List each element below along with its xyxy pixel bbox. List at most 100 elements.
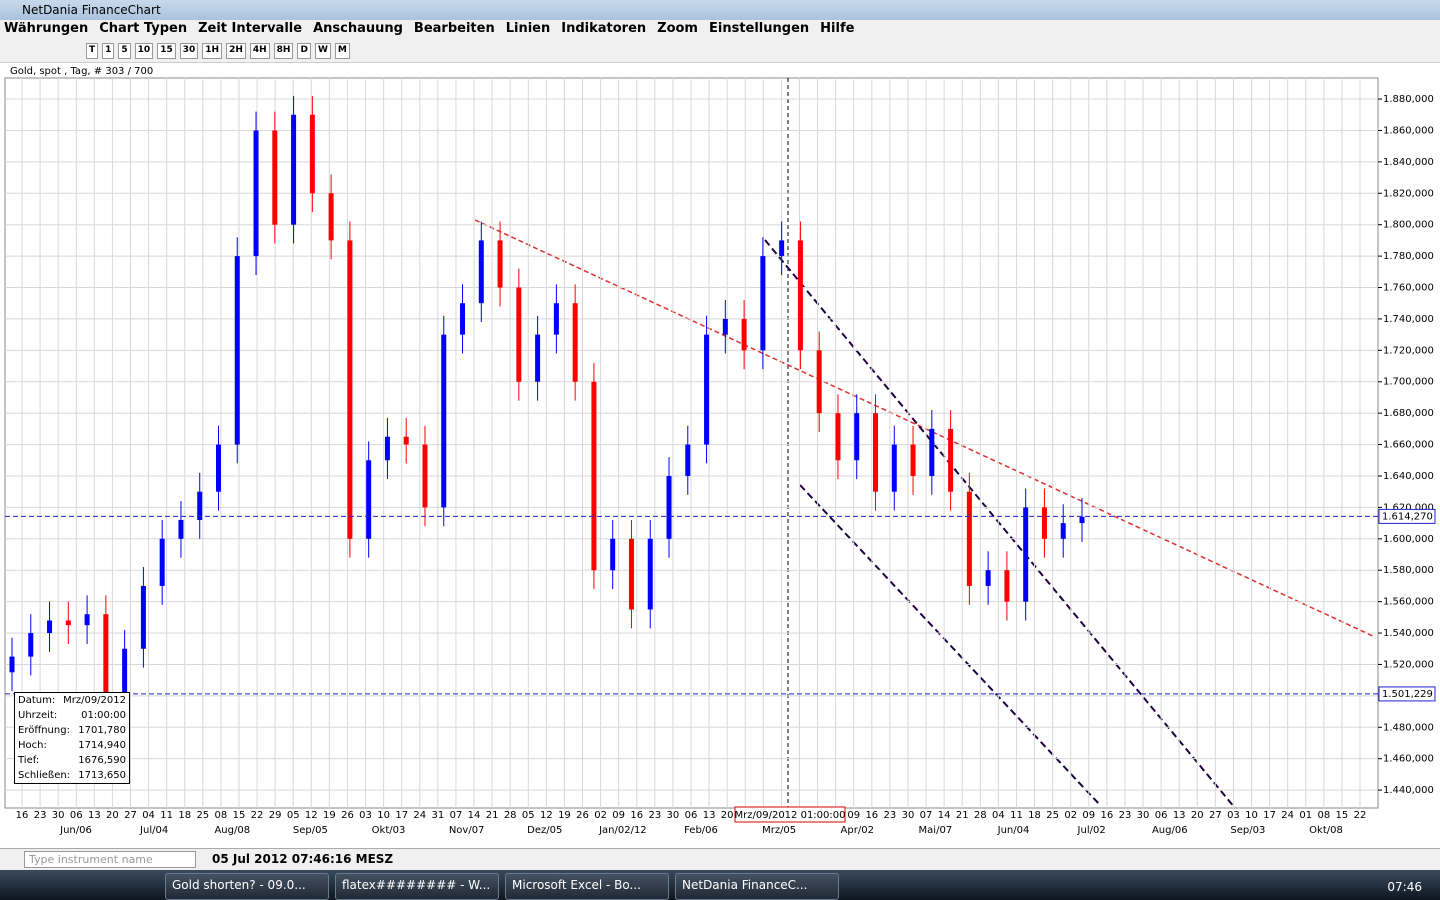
candle-body [47, 620, 53, 634]
menu-item[interactable]: Linien [505, 21, 551, 36]
candle-body [722, 318, 728, 335]
x-day-label: 10 [377, 810, 390, 821]
x-day-label: 22 [1354, 810, 1367, 821]
menu-item[interactable]: Bearbeiten [413, 21, 495, 36]
x-day-label: 30 [1137, 810, 1150, 821]
interval-button[interactable]: 10 [134, 43, 154, 59]
candle-body [441, 334, 447, 508]
x-day-label: 12 [540, 810, 553, 821]
info-row: Hoch: 1714,940 [15, 738, 129, 753]
candle-body [685, 444, 691, 476]
x-day-label: 23 [648, 810, 661, 821]
x-day-label: 15 [233, 810, 246, 821]
x-day-label: 20 [1191, 810, 1204, 821]
interval-button[interactable]: 8H [273, 43, 294, 59]
x-month-label: Jun/04 [997, 825, 1030, 836]
info-value: 01:00:00 [81, 710, 126, 721]
crosshair-label: Mrz/09/2012 01:00:00 [735, 810, 846, 821]
candle-body [497, 240, 503, 288]
y-tick-label: 1.460,000 [1383, 754, 1434, 765]
x-month-label: Jul/02 [1077, 825, 1106, 836]
taskbar-item[interactable]: NetDania FinanceC... [675, 873, 839, 900]
menu-item[interactable]: Zoom [657, 21, 698, 36]
x-month-label: Sep/05 [293, 825, 328, 836]
menu-item[interactable]: Chart Typen [99, 21, 188, 36]
y-tick-label: 1.880,000 [1383, 94, 1434, 105]
taskbar-item[interactable]: Microsoft Excel - Bo... [505, 873, 669, 900]
interval-button[interactable]: M [334, 43, 350, 59]
x-day-label: 15 [1336, 810, 1349, 821]
candle-body [816, 350, 822, 414]
y-tick-label: 1.780,000 [1383, 251, 1434, 262]
info-row: Schließen: 1713,650 [15, 768, 129, 783]
datetime: 05 Jul 2012 07:46:16 MESZ [212, 852, 394, 866]
x-month-label: Aug/08 [214, 825, 250, 836]
price-tag [1378, 508, 1436, 524]
menu-item[interactable]: Hilfe [820, 21, 855, 36]
x-month-label: Apr/02 [841, 825, 874, 836]
interval-button[interactable]: 15 [157, 43, 176, 59]
x-month-label: Dez/05 [527, 825, 562, 836]
candle-body [140, 585, 146, 649]
candle-body [103, 614, 109, 696]
x-day-label: 21 [956, 810, 969, 821]
candle-body [1023, 507, 1029, 602]
y-tick-label: 1.480,000 [1383, 722, 1434, 733]
x-day-label: 16 [630, 810, 643, 821]
x-day-label: 25 [196, 810, 209, 821]
candle-body [891, 444, 897, 492]
x-day-label: 08 [215, 810, 228, 821]
x-day-label: 14 [468, 810, 481, 821]
interval-button[interactable]: 30 [179, 43, 199, 59]
x-day-label: 19 [323, 810, 336, 821]
candle-body [478, 240, 484, 304]
candle-body [253, 130, 259, 257]
menu-item[interactable]: Anschauung [313, 21, 403, 36]
x-month-label: Aug/06 [1152, 825, 1188, 836]
interval-button[interactable]: D [297, 43, 311, 59]
candle-body [610, 538, 616, 571]
x-day-label: 04 [142, 810, 155, 821]
x-day-label: 14 [938, 810, 951, 821]
taskbar-item[interactable]: Gold shorten? - 09.0... [165, 873, 329, 900]
menu-item[interactable]: Einstellungen [708, 21, 810, 36]
menu-item[interactable]: Währungen [4, 21, 89, 36]
x-month-label: Sep/03 [1230, 825, 1265, 836]
interval-button[interactable]: T [86, 43, 99, 59]
x-month-label: Mai/07 [919, 825, 953, 836]
candle-body [553, 303, 559, 335]
x-day-label: 10 [1245, 810, 1258, 821]
taskbar-item[interactable]: flatex######## - W... [335, 873, 499, 900]
candle-body [516, 287, 522, 382]
info-key: Eröffnung: [18, 725, 70, 736]
info-key: Hoch: [18, 740, 47, 751]
x-day-label: 30 [52, 810, 65, 821]
y-tick-label: 1.540,000 [1383, 628, 1434, 639]
candle-body [9, 656, 15, 673]
candle-body [779, 240, 785, 257]
candle-body [910, 444, 916, 476]
info-value: 1714,940 [78, 740, 126, 751]
x-day-label: 04 [992, 810, 1005, 821]
y-tick-label: 1.760,000 [1383, 283, 1434, 294]
candle-body [873, 413, 879, 492]
candle-body [741, 318, 747, 351]
interval-button[interactable]: 4H [249, 43, 270, 59]
x-day-label: 07 [450, 810, 463, 821]
interval-button[interactable]: 1 [102, 43, 115, 59]
x-day-label: 09 [1082, 810, 1095, 821]
candle-body [272, 130, 278, 225]
status-bar: Type instrument name 05 Jul 2012 07:46:1… [0, 848, 1440, 870]
search-input[interactable]: Type instrument name [24, 851, 196, 868]
info-value: Mrz/09/2012 [63, 695, 126, 706]
interval-button[interactable]: W [314, 43, 331, 59]
interval-button[interactable]: 2H [226, 43, 246, 59]
price-tag-label: 1.501,229 [1382, 689, 1433, 700]
menu-item[interactable]: Zeit Intervalle [198, 21, 303, 36]
interval-button[interactable]: 1H [202, 43, 223, 59]
x-day-label: 03 [359, 810, 372, 821]
candle-body [666, 475, 672, 539]
interval-button[interactable]: 5 [118, 43, 131, 59]
menu-item[interactable]: Indikatoren [561, 21, 647, 36]
candle-body [835, 413, 841, 461]
